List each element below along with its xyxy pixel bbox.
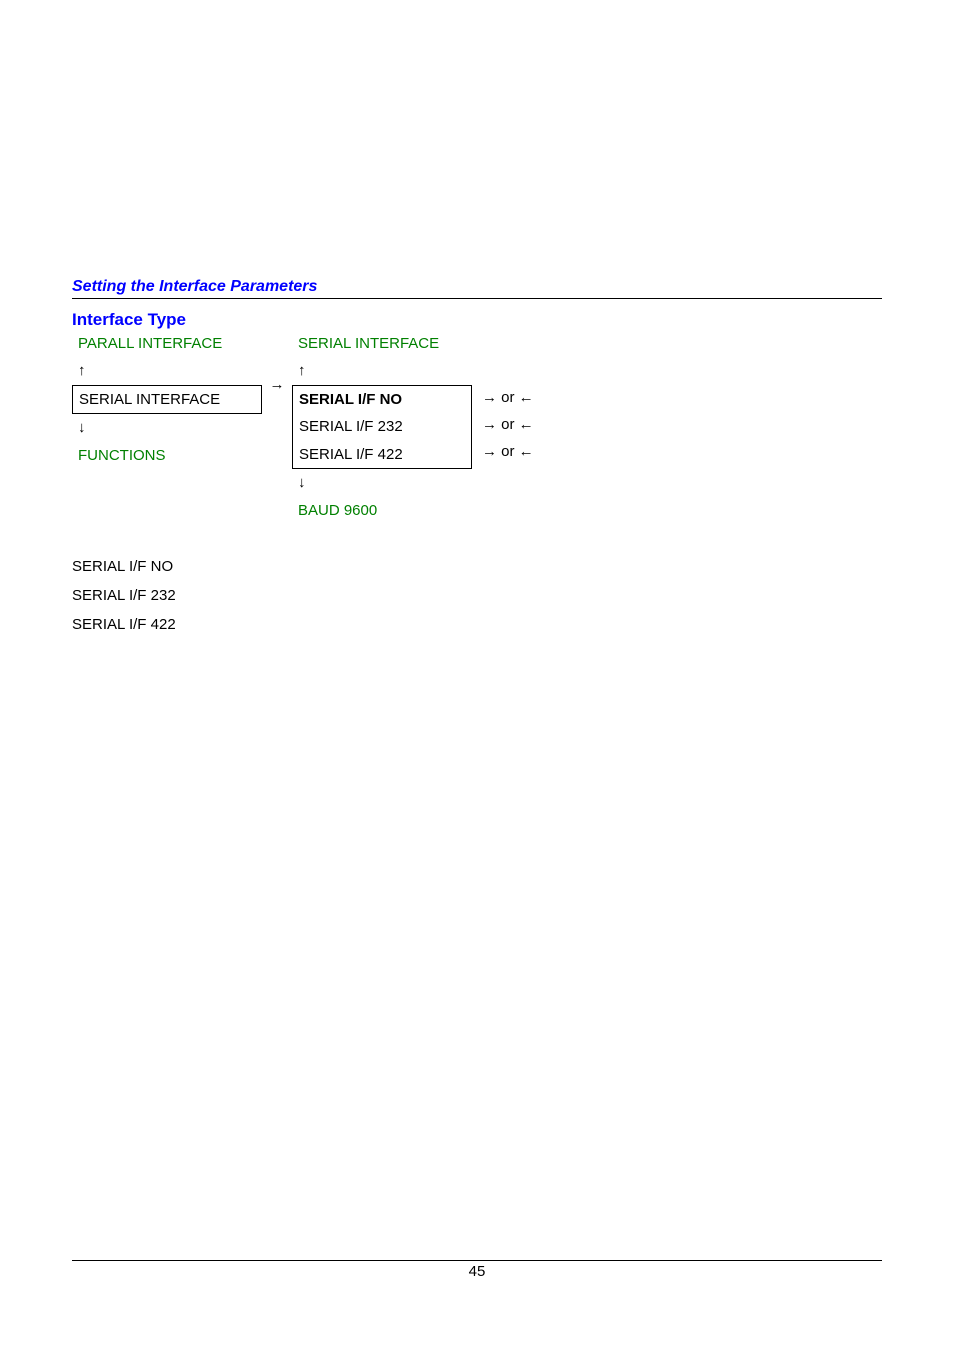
baud-9600-link[interactable]: BAUD 9600	[292, 497, 472, 525]
serial-interface-link[interactable]: SERIAL INTERFACE	[292, 330, 472, 358]
diagram-mid-column: SERIAL INTERFACE ↑ SERIAL I/F NO SERIAL …	[292, 330, 472, 525]
up-arrow-icon: ↑	[72, 357, 262, 385]
down-arrow-icon: ↓	[72, 414, 262, 442]
serial-interface-box: SERIAL INTERFACE	[72, 385, 262, 415]
interface-type-heading: Interface Type	[72, 311, 882, 330]
nav-arrows-label: → or ←	[482, 384, 534, 411]
parall-interface-link[interactable]: PARALL INTERFACE	[72, 330, 262, 358]
menu-diagram: PARALL INTERFACE ↑ SERIAL INTERFACE ↓ FU…	[72, 330, 882, 525]
up-arrow-icon: ↑	[292, 357, 472, 385]
functions-link[interactable]: FUNCTIONS	[72, 442, 262, 470]
option-serial-if-no: SERIAL I/F NO	[293, 386, 471, 414]
option-serial-if-232: SERIAL I/F 232	[293, 413, 471, 441]
down-arrow-icon: ↓	[292, 469, 472, 497]
list-item: SERIAL I/F NO	[72, 552, 882, 581]
options-box: SERIAL I/F NO SERIAL I/F 232 SERIAL I/F …	[292, 385, 472, 470]
nav-arrows-label: → or ←	[482, 438, 534, 465]
right-arrow-icon: →	[262, 330, 292, 393]
section-title: Setting the Interface Parameters	[72, 278, 882, 296]
diagram-left-column: PARALL INTERFACE ↑ SERIAL INTERFACE ↓ FU…	[72, 330, 262, 470]
list-item: SERIAL I/F 232	[72, 581, 882, 610]
page-number: 45	[72, 1261, 882, 1280]
diagram-right-column: → or ← → or ← → or ←	[482, 330, 534, 465]
list-item: SERIAL I/F 422	[72, 610, 882, 639]
option-serial-if-422: SERIAL I/F 422	[293, 441, 471, 469]
nav-arrows-label: → or ←	[482, 411, 534, 438]
option-list: SERIAL I/F NO SERIAL I/F 232 SERIAL I/F …	[72, 552, 882, 639]
section-rule	[72, 298, 882, 299]
